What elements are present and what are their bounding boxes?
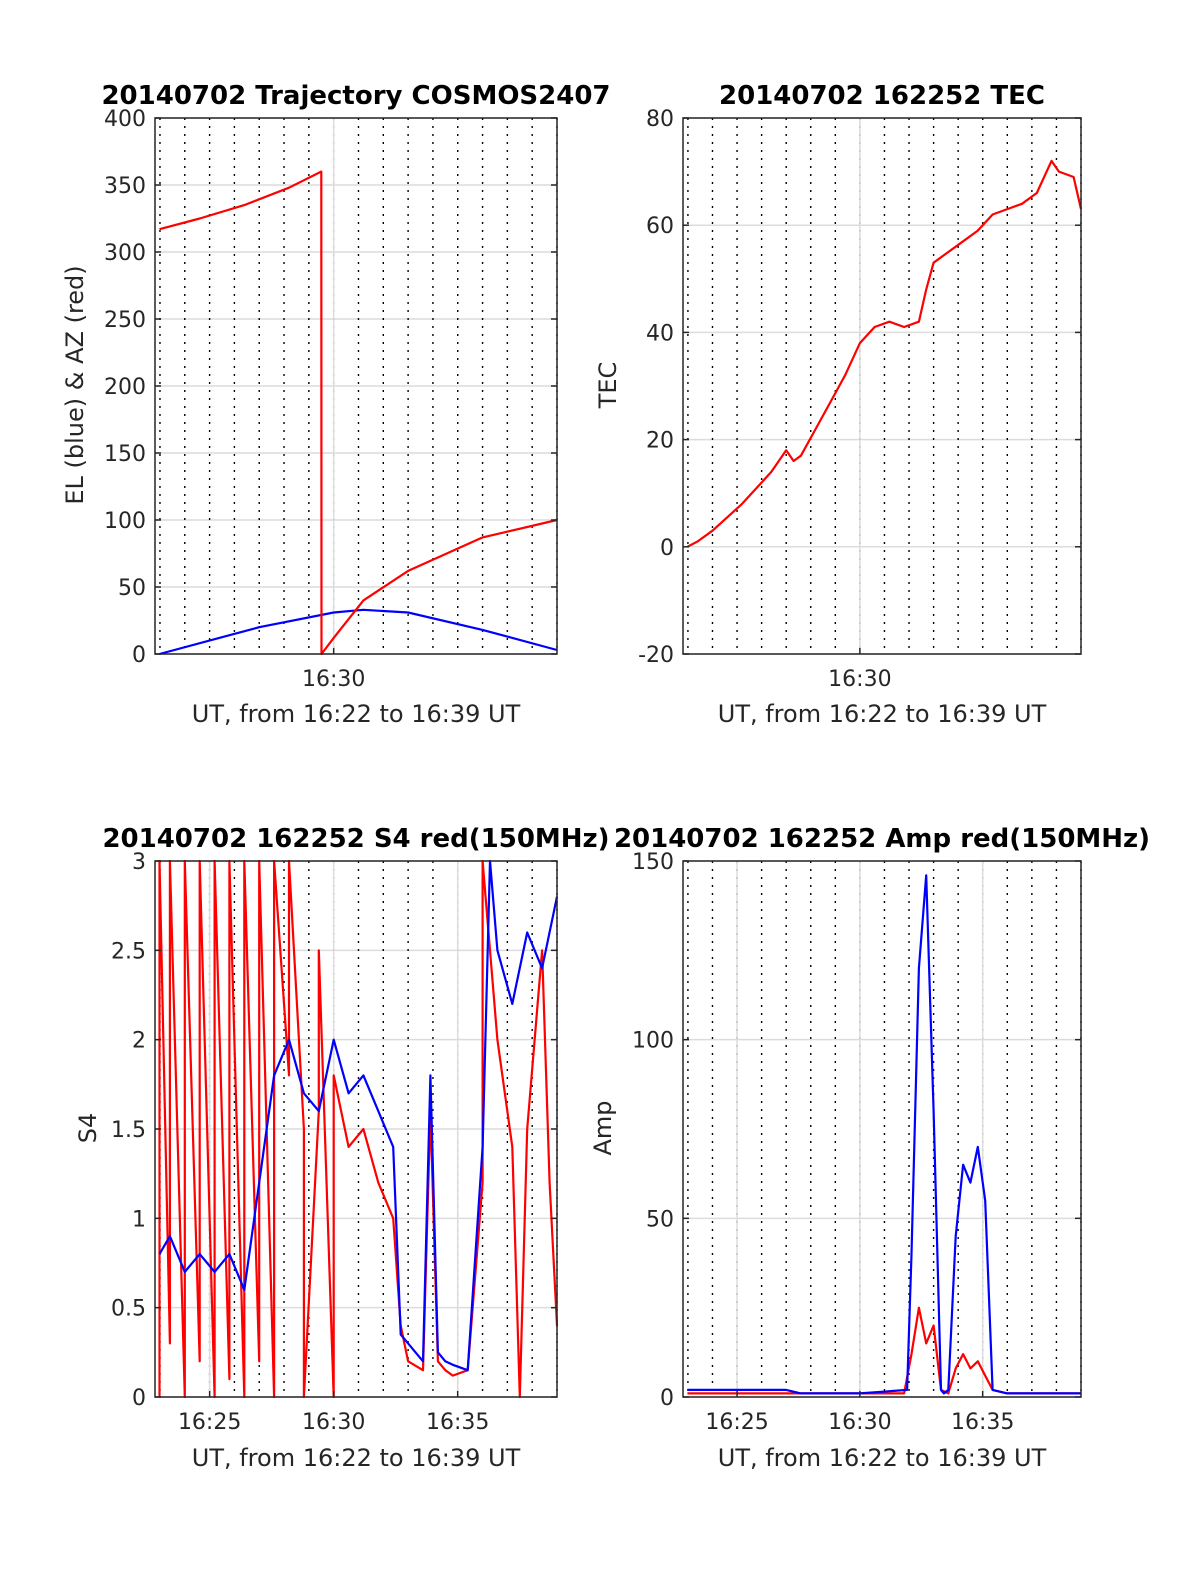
x-tick-label: 16:25 — [705, 1410, 768, 1435]
chart-title: 20140702 162252 Amp red(150MHz) — [614, 824, 1150, 854]
x-tick-label: 16:35 — [951, 1410, 1014, 1435]
y-tick-label: -20 — [638, 643, 674, 668]
y-tick-label: 60 — [646, 214, 674, 239]
y-tick-label: 300 — [104, 241, 146, 266]
x-tick-label: 16:30 — [302, 1410, 365, 1435]
chart-tec: -20 0 20 40 60 80 16:30 20140702 162252 TEC UT, … — [594, 81, 1083, 728]
chart-s4: 0 0.5 1 1.5 2 2.5 3 16:25 16:30 16:35 20140702 162… — [74, 824, 610, 1472]
y-tick-label: 0 — [660, 536, 674, 561]
axes-box — [682, 860, 1082, 1398]
y-tick-label: 0 — [660, 1386, 674, 1411]
x-tick-label: 16:25 — [178, 1410, 241, 1435]
y-tick-label: 100 — [632, 1029, 674, 1054]
y-axis-label: TEC — [594, 362, 622, 410]
series-line-0 — [686, 159, 1083, 548]
y-axis-label: S4 — [74, 1113, 102, 1144]
y-tick-label: 0 — [132, 643, 146, 668]
y-tick-label: 350 — [104, 174, 146, 199]
y-tick-label: 150 — [104, 442, 146, 467]
plot-area — [683, 118, 1081, 654]
y-tick-label: 1.5 — [111, 1118, 146, 1143]
x-axis-label: UT, from 16:22 to 16:39 UT — [718, 700, 1047, 728]
series-line-1 — [158, 859, 559, 1372]
y-tick-label: 2 — [132, 1029, 146, 1054]
series-line-1 — [159, 170, 558, 656]
y-tick-label: 400 — [104, 107, 146, 132]
chart-title: 20140702 162252 TEC — [719, 81, 1045, 111]
y-axis-label: EL (blue) & AZ (red) — [61, 265, 89, 504]
series-line-1 — [687, 874, 1081, 1395]
x-tick-label: 16:35 — [426, 1410, 489, 1435]
chart-trajectory: 0 50 100 150 200 250 300 350 400 16:30 20140702 Tr… — [61, 81, 611, 728]
y-tick-label: 0.5 — [111, 1297, 146, 1322]
series-line-0 — [158, 859, 559, 1399]
chart-title: 20140702 162252 S4 red(150MHz) — [102, 824, 609, 854]
plot-area — [683, 861, 1081, 1397]
y-tick-label: 1 — [132, 1207, 146, 1232]
y-tick-label: 50 — [646, 1207, 674, 1232]
y-tick-label: 80 — [646, 107, 674, 132]
y-tick-label: 250 — [104, 308, 146, 333]
axes-box — [682, 117, 1082, 655]
x-tick-label: 16:30 — [302, 667, 365, 692]
y-tick-label: 50 — [118, 576, 146, 601]
x-tick-label: 16:30 — [828, 667, 891, 692]
y-tick-label: 2.5 — [111, 939, 146, 964]
y-axis-label: Amp — [589, 1100, 617, 1155]
y-tick-label: 200 — [104, 375, 146, 400]
chart-amp: 0 50 100 150 16:25 16:30 16:35 20140702 162252 … — [589, 824, 1150, 1472]
x-axis-label: UT, from 16:22 to 16:39 UT — [192, 1444, 521, 1472]
series-line-0 — [159, 608, 558, 656]
y-tick-label: 100 — [104, 509, 146, 534]
x-axis-label: UT, from 16:22 to 16:39 UT — [192, 700, 521, 728]
chart-title: 20140702 Trajectory COSMOS2407 — [101, 81, 610, 111]
y-tick-label: 20 — [646, 429, 674, 454]
x-axis-label: UT, from 16:22 to 16:39 UT — [718, 1444, 1047, 1472]
y-tick-label: 3 — [132, 850, 146, 875]
series-line-0 — [687, 1306, 1081, 1395]
x-tick-label: 16:30 — [828, 1410, 891, 1435]
y-tick-label: 0 — [132, 1386, 146, 1411]
y-tick-label: 40 — [646, 321, 674, 346]
y-tick-label: 150 — [632, 850, 674, 875]
